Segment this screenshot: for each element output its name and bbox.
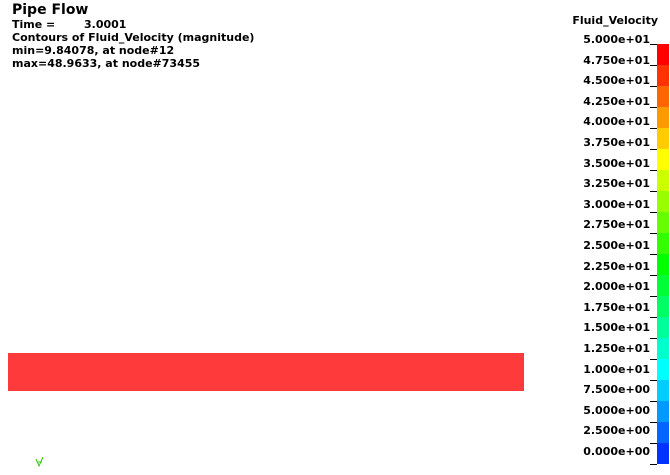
colorbar-swatch	[657, 128, 669, 149]
legend-label: 5.000e+01	[583, 33, 650, 46]
legend-title: Fluid_Velocity	[572, 14, 658, 27]
legend-label: 1.750e+01	[583, 300, 650, 314]
legend-label: 3.250e+01	[583, 177, 650, 191]
colorbar-swatch	[657, 317, 669, 338]
colorbar-tick	[650, 380, 657, 381]
colorbar-swatch	[657, 107, 669, 128]
colorbar-swatch	[657, 422, 669, 443]
time-row: Time = 3.0001	[12, 18, 254, 31]
colorbar-swatch	[657, 359, 669, 380]
colorbar-swatch	[657, 65, 669, 86]
colorbar-tick	[650, 65, 657, 66]
colorbar-tick	[650, 296, 657, 297]
colorbar-tick	[650, 44, 657, 45]
colorbar-swatch	[657, 401, 669, 422]
colorbar-swatch	[657, 233, 669, 254]
colorbar-swatch	[657, 191, 669, 212]
colorbar-tick	[650, 401, 657, 402]
colorbar-swatch	[657, 149, 669, 170]
contour-description: Contours of Fluid_Velocity (magnitude)	[12, 31, 255, 44]
colorbar-tick	[650, 233, 657, 234]
colorbar-tick	[650, 254, 657, 255]
pipe-model[interactable]	[8, 353, 524, 391]
legend-label: 3.500e+01	[583, 156, 650, 170]
colorbar-swatch	[657, 443, 669, 464]
colorbar-swatch	[657, 170, 669, 191]
colorbar-swatch	[657, 212, 669, 233]
colorbar	[657, 44, 669, 464]
plot-title: Pipe Flow	[12, 2, 89, 18]
colorbar-tick	[650, 212, 657, 213]
colorbar-tick	[650, 170, 657, 171]
colorbar-tick	[650, 86, 657, 87]
colorbar-tick	[650, 338, 657, 339]
legend-label: 0.000e+00	[583, 445, 650, 458]
legend-label: 1.000e+01	[583, 362, 650, 376]
colorbar-tick	[650, 422, 657, 423]
legend-label: 4.250e+01	[583, 94, 650, 108]
colorbar-swatch	[657, 338, 669, 359]
time-value: 3.0001	[84, 18, 127, 31]
colorbar-swatch	[657, 86, 669, 107]
legend-label: 2.500e+01	[583, 239, 650, 252]
legend-label: 4.750e+01	[583, 53, 650, 67]
colorbar-swatch	[657, 275, 669, 296]
colorbar-swatch	[657, 254, 669, 275]
colorbar-swatch	[657, 380, 669, 401]
legend-label: 5.000e+00	[583, 403, 650, 417]
legend-label: 2.250e+01	[583, 259, 650, 273]
colorbar-tick	[650, 275, 657, 276]
time-label: Time =	[12, 18, 56, 31]
legend-label: 2.750e+01	[583, 218, 650, 232]
legend-label: 3.750e+01	[583, 136, 650, 149]
colorbar-tick	[650, 107, 657, 108]
max-value-text: max=48.9633, at node#73455	[12, 57, 201, 70]
legend-label: 4.000e+01	[583, 115, 650, 129]
colorbar-tick	[650, 443, 657, 444]
colorbar-swatch	[657, 44, 669, 65]
colorbar-tick	[650, 128, 657, 129]
legend-label: 1.500e+01	[583, 321, 650, 335]
legend-label: 1.250e+01	[583, 342, 650, 355]
colorbar-tick	[650, 317, 657, 318]
legend-label: 7.500e+00	[583, 383, 650, 397]
legend-label: 2.500e+00	[583, 424, 650, 438]
colorbar-tick	[650, 191, 657, 192]
info-header: Pipe Flow Time = 3.0001 Contours of Fluid…	[12, 2, 255, 71]
legend-label: 2.000e+01	[583, 280, 650, 294]
colorbar-tick	[650, 359, 657, 360]
legend-label: 3.000e+01	[583, 197, 650, 211]
axis-triad-icon	[35, 456, 44, 468]
legend-label: 4.500e+01	[583, 74, 650, 88]
colorbar-tick	[650, 464, 657, 465]
colorbar-swatch	[657, 296, 669, 317]
min-value-text: min=9.84078, at node#12	[12, 44, 175, 57]
colorbar-tick	[650, 149, 657, 150]
